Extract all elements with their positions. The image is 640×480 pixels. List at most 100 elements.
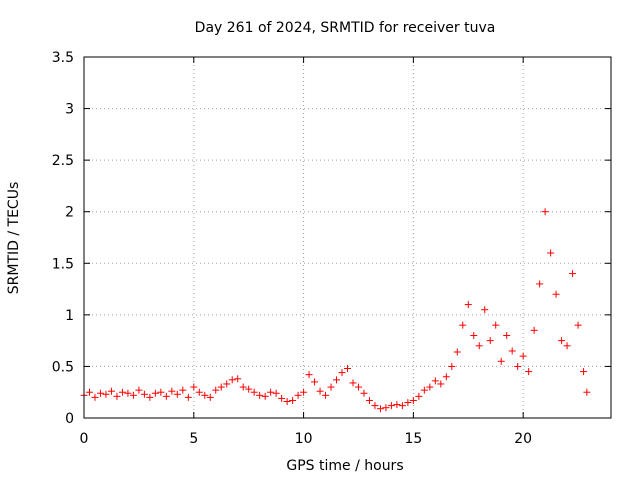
data-point: [409, 396, 417, 404]
data-point: [420, 386, 428, 394]
data-point: [541, 208, 549, 216]
data-point: [508, 347, 516, 355]
data-point: [184, 393, 192, 401]
data-point: [547, 249, 555, 257]
data-point: [305, 371, 313, 379]
data-point: [470, 331, 478, 339]
data-point: [349, 379, 357, 387]
data-point: [91, 393, 99, 401]
data-point: [245, 385, 253, 393]
data-point: [426, 383, 434, 391]
data-point: [223, 380, 231, 388]
data-point: [530, 326, 538, 334]
data-point: [256, 391, 264, 399]
data-point: [387, 402, 395, 410]
data-point: [382, 404, 390, 412]
data-point: [85, 388, 93, 396]
data-point: [113, 392, 121, 400]
data-point: [574, 321, 582, 329]
data-points: [80, 208, 591, 413]
data-point: [583, 388, 591, 396]
data-point: [519, 352, 527, 360]
data-point: [168, 387, 176, 395]
data-point: [371, 402, 379, 410]
data-point: [311, 378, 319, 386]
data-point: [129, 391, 137, 399]
data-point: [558, 337, 566, 345]
data-point: [453, 348, 461, 356]
data-point: [118, 388, 126, 396]
y-tick-label: 0: [65, 411, 74, 427]
y-tick-label: 2.5: [52, 153, 74, 169]
data-point: [250, 388, 258, 396]
data-point: [212, 386, 220, 394]
data-point: [448, 362, 456, 370]
x-tick-label: 0: [80, 431, 89, 447]
y-tick-label: 3: [65, 102, 74, 118]
data-point: [294, 391, 302, 399]
y-tick-label: 3.5: [52, 50, 74, 66]
data-point: [437, 380, 445, 388]
data-point: [365, 396, 373, 404]
data-point: [300, 388, 308, 396]
data-point: [157, 388, 165, 396]
data-point: [536, 280, 544, 288]
data-point: [431, 377, 439, 385]
data-point: [415, 392, 423, 400]
chart-title: Day 261 of 2024, SRMTID for receiver tuv…: [195, 20, 496, 36]
y-tick-label: 1: [65, 308, 74, 324]
data-point: [272, 389, 280, 397]
data-point: [327, 383, 335, 391]
plot-frame: [83, 56, 612, 419]
x-axis-title: GPS time / hours: [286, 458, 403, 474]
data-point: [234, 375, 242, 383]
data-point: [492, 321, 500, 329]
data-point: [261, 392, 269, 400]
data-point: [179, 386, 187, 394]
y-tick-label: 2: [65, 205, 74, 221]
data-point: [481, 306, 489, 314]
data-point: [486, 337, 494, 345]
y-axis-title: SRMTID / TECUs: [6, 182, 22, 295]
data-point: [283, 397, 291, 405]
data-point: [404, 399, 412, 407]
data-point: [376, 405, 384, 413]
data-point: [393, 401, 401, 409]
data-point: [151, 389, 159, 397]
data-point: [316, 387, 324, 395]
data-point: [333, 376, 341, 384]
data-point: [162, 392, 170, 400]
data-point: [201, 391, 209, 399]
data-point: [354, 383, 362, 391]
data-point: [228, 376, 236, 384]
data-point: [459, 321, 467, 329]
data-point: [514, 362, 522, 370]
x-tick-label: 5: [189, 431, 198, 447]
data-point: [239, 383, 247, 391]
data-point: [503, 331, 511, 339]
data-point: [442, 373, 450, 381]
data-point: [107, 387, 115, 395]
tick-labels: 0 5 10 15 20 0 0.5 1 1.5 2 2.5 3 3.5: [52, 50, 532, 447]
axis-ticks: [83, 56, 611, 419]
data-point: [569, 270, 577, 278]
data-point: [217, 383, 225, 391]
data-point: [525, 368, 533, 376]
data-point: [140, 390, 148, 398]
data-point: [135, 386, 143, 394]
data-point: [173, 390, 181, 398]
data-point: [464, 301, 472, 309]
data-point: [102, 390, 110, 398]
data-point: [195, 388, 203, 396]
data-point: [344, 364, 351, 372]
y-tick-label: 0.5: [52, 359, 74, 375]
grid: [84, 57, 611, 418]
data-point: [322, 391, 330, 399]
data-point: [124, 389, 132, 397]
data-point: [146, 393, 154, 401]
x-tick-label: 20: [514, 431, 532, 447]
data-point: [206, 393, 214, 401]
data-point: [190, 383, 198, 391]
data-point: [552, 290, 560, 298]
